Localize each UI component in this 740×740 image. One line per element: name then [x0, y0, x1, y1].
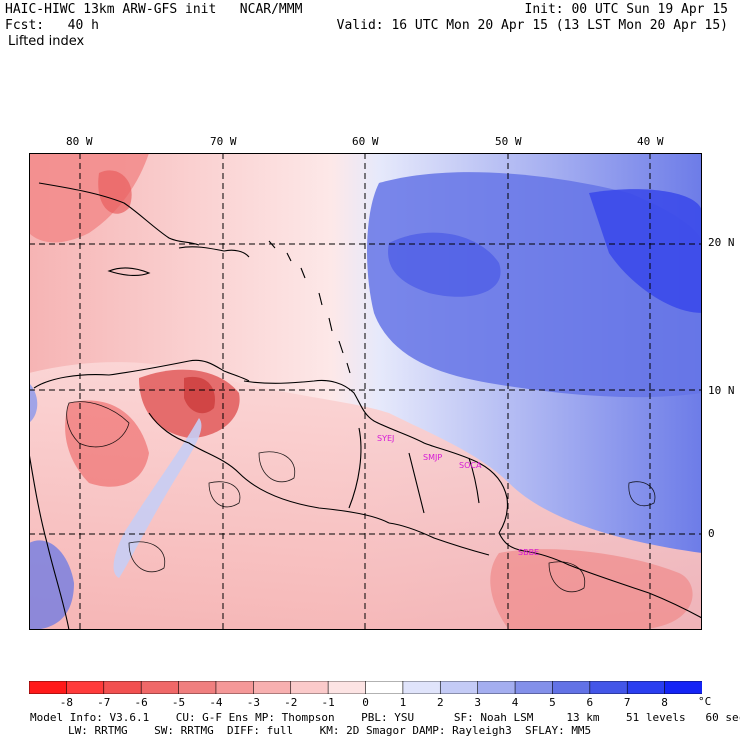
colorbar-swatch — [402, 681, 442, 694]
colorbar-swatch — [327, 681, 367, 694]
colorbar-swatch — [103, 681, 142, 694]
colorbar-swatch — [626, 681, 666, 694]
colorbar-tick-label: 0 — [362, 696, 369, 709]
colorbar-swatch — [29, 681, 68, 694]
colorbar-tick-label: 8 — [661, 696, 668, 709]
colorbar-swatch — [215, 681, 255, 694]
station-smjp: SMJP — [423, 453, 442, 462]
lon-label-40w: 40 W — [637, 135, 664, 148]
colorbar-tick-label: -1 — [321, 696, 335, 709]
field-name: Lifted index — [8, 34, 85, 49]
colorbar-tick-label: 6 — [586, 696, 594, 709]
colorbar-swatch — [253, 681, 292, 694]
lon-label-80w: 80 W — [66, 135, 93, 148]
colorbar — [29, 681, 702, 694]
forecast-hour: Fcst: 40 h — [5, 18, 99, 33]
station-soca: SOCA — [459, 461, 482, 470]
colorbar-tick-label: 5 — [549, 696, 556, 709]
colorbar-tick-label: -4 — [209, 696, 223, 709]
colorbar-swatch — [477, 681, 516, 694]
lat-label-20n: 20 N — [708, 236, 735, 249]
colorbar-tick-label: -3 — [246, 696, 260, 709]
colorbar-swatch — [589, 681, 629, 694]
colorbar-swatch — [664, 681, 702, 694]
lat-label-0: 0 — [708, 527, 715, 540]
station-sbbe: SBBE — [518, 548, 539, 557]
lon-label-50w: 50 W — [495, 135, 522, 148]
colorbar-tick-label: 4 — [511, 696, 519, 709]
lon-label-70w: 70 W — [210, 135, 237, 148]
map-title: HAIC-HIWC 13km ARW-GFS init NCAR/MMM — [5, 2, 303, 17]
lat-label-10n: 10 N — [708, 384, 735, 397]
colorbar-swatch — [552, 681, 591, 694]
lifted-index-map: SYEJ SMJP SOCA SBBE — [29, 153, 702, 630]
valid-time: Valid: 16 UTC Mon 20 Apr 15 (13 LST Mon … — [336, 18, 728, 33]
model-info-line2: LW: RRTMG SW: RRTMG DIFF: full KM: 2D Sm… — [68, 724, 592, 737]
colorbar-tick-label: -8 — [59, 696, 73, 709]
colorbar-tick-label: 7 — [623, 696, 631, 709]
colorbar-swatch — [178, 681, 217, 694]
colorbar-unit: °C — [698, 695, 712, 708]
colorbar-tick-label: 1 — [399, 696, 407, 709]
colorbar-tick-label: -7 — [97, 696, 111, 709]
colorbar-tick-label: -2 — [284, 696, 298, 709]
colorbar-swatch — [290, 681, 329, 694]
colorbar-swatch — [140, 681, 180, 694]
lon-label-60w: 60 W — [352, 135, 379, 148]
init-time: Init: 00 UTC Sun 19 Apr 15 — [524, 2, 729, 17]
colorbar-swatch — [514, 681, 554, 694]
station-syej: SYEJ — [377, 434, 394, 443]
colorbar-swatch — [66, 681, 105, 694]
colorbar-tick-label: -6 — [134, 696, 148, 709]
colorbar-swatch — [365, 681, 404, 694]
model-info-line1: Model Info: V3.6.1 CU: G-F Ens MP: Thomp… — [30, 711, 740, 724]
colorbar-tick-label: -5 — [171, 696, 186, 709]
colorbar-tick-label: 2 — [436, 696, 444, 709]
colorbar-swatch — [439, 681, 479, 694]
colorbar-tick-label: 3 — [474, 696, 481, 709]
